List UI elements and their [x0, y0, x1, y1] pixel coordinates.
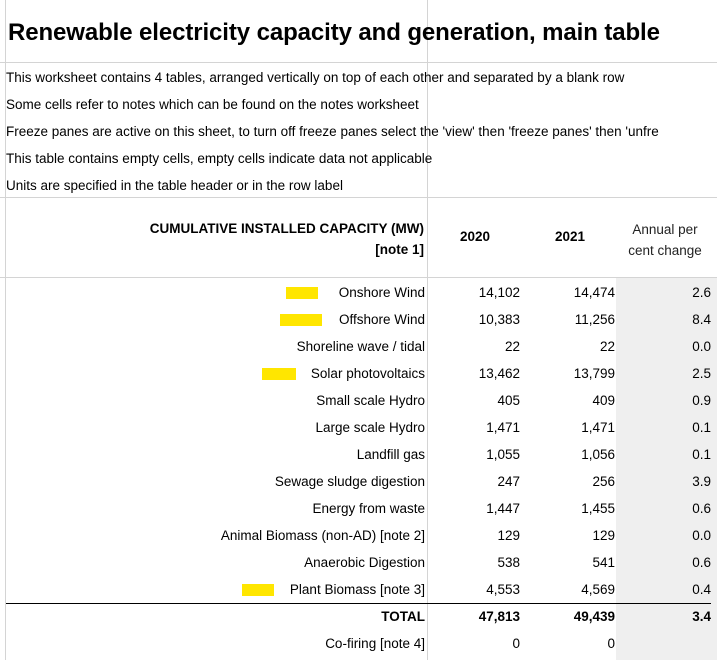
table-row: Shoreline wave / tidal 22 22 0.0 — [0, 333, 717, 360]
yellow-highlight-mark — [262, 368, 296, 380]
table-row: Solar photovoltaics 13,462 13,799 2.5 — [0, 360, 717, 387]
cell-2020[interactable]: 1,447 — [486, 501, 520, 516]
note-line[interactable]: This worksheet contains 4 tables, arrang… — [6, 70, 625, 85]
cell-2021[interactable]: 409 — [592, 393, 615, 408]
table-row: Energy from waste 1,447 1,455 0.6 — [0, 495, 717, 522]
table-row: Onshore Wind 14,102 14,474 2.6 — [0, 279, 717, 306]
row-label[interactable]: Anaerobic Digestion — [304, 555, 425, 570]
row-label[interactable]: Solar photovoltaics — [310, 366, 425, 381]
cell-change[interactable]: 0.0 — [692, 339, 711, 354]
cell-2021[interactable]: 1,056 — [581, 447, 615, 462]
table-row: Offshore Wind 10,383 11,256 8.4 — [0, 306, 717, 333]
cell-2020[interactable]: 4,553 — [486, 582, 520, 597]
header-title: CUMULATIVE INSTALLED CAPACITY (MW) — [149, 221, 424, 236]
cell-2021[interactable]: 0 — [607, 636, 615, 651]
note-line[interactable]: Freeze panes are active on this sheet, t… — [6, 124, 659, 139]
total-border — [6, 603, 711, 604]
row-divider — [0, 62, 717, 63]
table-row: Anaerobic Digestion 538 541 0.6 — [0, 549, 717, 576]
cell-2020[interactable]: 1,471 — [486, 420, 520, 435]
yellow-highlight-mark — [286, 287, 318, 299]
yellow-highlight-mark — [280, 314, 322, 326]
cell-change[interactable]: 3.4 — [692, 609, 711, 624]
table-row: Landfill gas 1,055 1,056 0.1 — [0, 441, 717, 468]
cell-2021[interactable]: 256 — [592, 474, 615, 489]
row-label[interactable]: Energy from waste — [312, 501, 425, 516]
cell-change[interactable]: 0.0 — [692, 528, 711, 543]
cell-2020[interactable]: 405 — [497, 393, 520, 408]
row-label[interactable]: Shoreline wave / tidal — [296, 339, 425, 354]
table-row: Co-firing [note 4] 0 0 — [0, 630, 717, 657]
cell-change[interactable]: 3.9 — [692, 474, 711, 489]
cell-2020[interactable]: 13,462 — [478, 366, 520, 381]
note-line[interactable]: This table contains empty cells, empty c… — [6, 151, 433, 166]
note-line[interactable]: Units are specified in the table header … — [6, 178, 343, 193]
cell-2020[interactable]: 0 — [512, 636, 520, 651]
table-header-capacity[interactable]: CUMULATIVE INSTALLED CAPACITY (MW) [note… — [150, 218, 424, 260]
cell-2021[interactable]: 1,471 — [581, 420, 615, 435]
row-divider — [0, 197, 717, 198]
table-row: Large scale Hydro 1,471 1,471 0.1 — [0, 414, 717, 441]
cell-change[interactable]: 0.1 — [692, 420, 711, 435]
header-change-line2: cent change — [628, 243, 702, 258]
cell-2021[interactable]: 49,439 — [573, 609, 615, 624]
total-row: TOTAL 47,813 49,439 3.4 — [0, 603, 717, 630]
row-label[interactable]: Small scale Hydro — [316, 393, 425, 408]
cell-2020[interactable]: 14,102 — [478, 285, 520, 300]
cell-2021[interactable]: 4,569 — [581, 582, 615, 597]
cell-2021[interactable]: 11,256 — [574, 312, 615, 327]
column-header-2021[interactable]: 2021 — [554, 229, 586, 244]
cell-change[interactable]: 0.9 — [692, 393, 711, 408]
cell-2021[interactable]: 13,799 — [573, 366, 615, 381]
row-label[interactable]: Sewage sludge digestion — [274, 474, 425, 489]
table-row: Plant Biomass [note 3] 4,553 4,569 0.4 — [0, 576, 717, 603]
cell-2021[interactable]: 22 — [599, 339, 615, 354]
cell-change[interactable]: 2.5 — [692, 366, 711, 381]
cell-change[interactable]: 0.6 — [692, 501, 711, 516]
row-label[interactable]: Large scale Hydro — [315, 420, 425, 435]
column-divider — [427, 0, 428, 660]
cell-2020[interactable]: 10,383 — [478, 312, 520, 327]
cell-2021[interactable]: 129 — [592, 528, 615, 543]
cell-2021[interactable]: 14,474 — [573, 285, 615, 300]
row-label[interactable]: Onshore Wind — [338, 285, 425, 300]
row-label[interactable]: Landfill gas — [356, 447, 425, 462]
cell-2020[interactable]: 47,813 — [478, 609, 520, 624]
cell-2020[interactable]: 22 — [504, 339, 520, 354]
column-divider — [5, 0, 6, 660]
column-header-change[interactable]: Annual per cent change — [616, 219, 714, 261]
row-divider — [0, 277, 717, 278]
cell-change[interactable]: 8.4 — [692, 312, 711, 327]
cell-change[interactable]: 0.6 — [692, 555, 711, 570]
table-row: Sewage sludge digestion 247 256 3.9 — [0, 468, 717, 495]
cell-change[interactable]: 2.6 — [692, 285, 711, 300]
cell-2021[interactable]: 541 — [592, 555, 615, 570]
column-header-2020[interactable]: 2020 — [459, 229, 491, 244]
table-row: Animal Biomass (non-AD) [note 2] 129 129 0.… — [0, 522, 717, 549]
row-label[interactable]: Animal Biomass (non-AD) [note 2] — [220, 528, 425, 543]
cell-change[interactable]: 0.4 — [692, 582, 711, 597]
table-row: Small scale Hydro 405 409 0.9 — [0, 387, 717, 414]
yellow-highlight-mark — [242, 584, 274, 596]
change-column-background — [616, 278, 717, 660]
cell-change[interactable]: 0.1 — [692, 447, 711, 462]
row-label[interactable]: Offshore Wind — [338, 312, 425, 327]
row-label[interactable]: TOTAL — [381, 609, 425, 624]
cell-2020[interactable]: 538 — [497, 555, 520, 570]
header-change-line1: Annual per — [632, 222, 698, 237]
row-label[interactable]: Plant Biomass [note 3] — [289, 582, 425, 597]
sheet-title: Renewable electricity capacity and gener… — [8, 19, 660, 46]
row-label[interactable]: Co-firing [note 4] — [325, 636, 425, 651]
cell-2020[interactable]: 247 — [497, 474, 520, 489]
cell-2021[interactable]: 1,455 — [581, 501, 615, 516]
cell-2020[interactable]: 129 — [497, 528, 520, 543]
note-line[interactable]: Some cells refer to notes which can be f… — [6, 97, 419, 112]
header-note: [note 1] — [375, 242, 424, 257]
cell-2020[interactable]: 1,055 — [486, 447, 520, 462]
